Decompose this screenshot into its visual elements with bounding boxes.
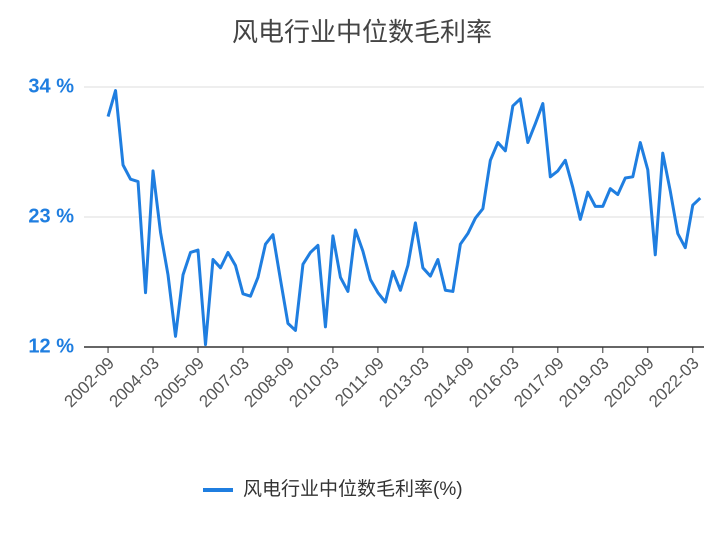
y-tick-label: 23 % xyxy=(28,205,74,227)
x-tick-label: 2010-03 xyxy=(285,354,343,412)
legend-label: 风电行业中位数毛利率(%) xyxy=(243,478,463,500)
line-series xyxy=(106,89,702,347)
y-tick-label: 34 % xyxy=(28,75,74,97)
chart-title: 风电行业中位数毛利率 xyxy=(232,17,492,47)
x-tick-label: 2022-03 xyxy=(645,354,703,412)
y-tick-label: 12 % xyxy=(28,335,74,357)
